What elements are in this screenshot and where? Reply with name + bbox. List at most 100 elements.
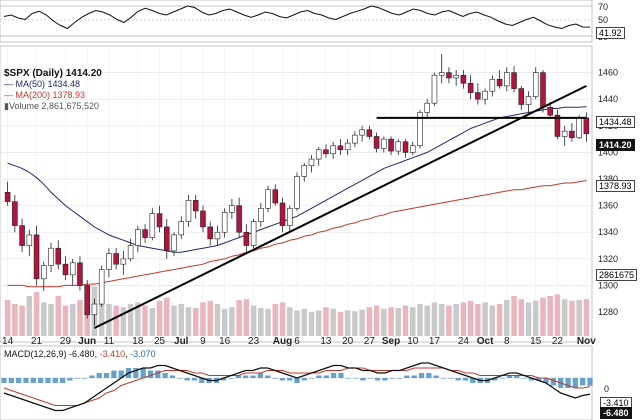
symbol-label: $SPX (Daily) 1414.20 [4, 68, 102, 79]
time-tick-label: 16 [219, 336, 231, 347]
macd-hist-bar [191, 378, 198, 381]
volume-bar [214, 304, 221, 336]
macd-hist-bar [74, 378, 80, 379]
candle-up [98, 269, 105, 305]
macd-hist-bar [338, 373, 344, 378]
time-tick-label: 15 [530, 336, 542, 347]
price-tick-label: 1440 [598, 94, 618, 104]
time-tick-label: 10 [407, 336, 419, 347]
volume-bar [258, 308, 264, 336]
candle-up [409, 145, 416, 153]
price-tick-label: 1300 [598, 280, 618, 290]
candle-down [511, 72, 517, 89]
volume-bar [467, 300, 474, 336]
volume-bar [33, 292, 40, 336]
volume-bar [185, 307, 192, 336]
candle-down [366, 129, 373, 137]
time-tick-label: Oct [477, 336, 494, 347]
rsi-panel: 70 50 30 [0, 0, 608, 43]
candle-up [308, 158, 315, 167]
candle-up [91, 303, 98, 316]
time-tick-label: Nov [577, 336, 596, 347]
macd-hist-bar [38, 378, 44, 383]
candle-up [221, 211, 228, 233]
macd-hist-bar [294, 378, 300, 383]
candle-down [518, 88, 525, 105]
volume-bar [344, 310, 351, 336]
candle-down [200, 210, 206, 228]
volume-bar [446, 305, 452, 336]
time-tick-label: 22 [552, 336, 564, 347]
macd-hist-bar [250, 375, 256, 378]
macd-hist-bar [543, 378, 549, 383]
price-panel: 1460144014201400138013601340132013001280 [0, 45, 618, 343]
candle-up [149, 213, 156, 238]
candle-up [127, 245, 134, 260]
price-tick-label: 1320 [598, 254, 618, 264]
candle-down [192, 200, 199, 212]
macd-hist-bar [140, 368, 146, 378]
macd-hist-bar [528, 378, 534, 381]
macd-hist-bar [89, 375, 95, 378]
volume-bar [62, 305, 69, 336]
candle-up [26, 234, 33, 246]
candle-down [460, 74, 467, 84]
candle-down [475, 92, 481, 100]
candle-down [113, 253, 119, 265]
macd-hist-bar [133, 368, 139, 378]
candle-up [250, 221, 257, 246]
volume-bar [388, 307, 394, 336]
candle-down [467, 82, 474, 93]
macd-hist-bar [81, 378, 88, 379]
price-tick-label: 1340 [598, 227, 618, 237]
rsi-level-50: 50 [598, 15, 608, 25]
macd-signal-value: -3.410 [99, 349, 126, 359]
macd-hist-bar [411, 375, 417, 378]
time-tick-label: Aug [273, 336, 292, 347]
candle-down [77, 262, 83, 286]
volume-bar [402, 305, 409, 336]
ma200-swatch-icon: — [4, 90, 13, 100]
candle-up [489, 78, 496, 92]
candle-down [569, 130, 575, 139]
volume-bar [301, 308, 307, 336]
candle-up [504, 72, 510, 87]
time-tick-label: 20 [342, 336, 354, 347]
time-tick-label: 14 [2, 336, 14, 347]
candle-down [547, 106, 553, 116]
candle-down [583, 117, 590, 135]
macd-hist-bar [279, 378, 285, 381]
volume-bar [381, 308, 387, 336]
macd-hist-bar [111, 370, 117, 378]
candle-up [525, 96, 532, 105]
candle-down [446, 72, 452, 79]
volume-bar [69, 304, 76, 336]
macd-hist-bar [382, 378, 388, 381]
candle-up [532, 72, 539, 97]
macd-hist-bar [499, 378, 505, 379]
time-tick-label: 23 [248, 336, 260, 347]
candle-down [142, 229, 148, 238]
volume-bar [98, 300, 105, 336]
macd-axis-zero: 0 [604, 384, 609, 394]
candle-up [69, 262, 76, 276]
candle-down [19, 225, 25, 246]
candle-down [323, 149, 329, 155]
candlesticks [4, 53, 590, 326]
volume-bar [547, 296, 553, 336]
volume-bar [410, 307, 416, 336]
volume-bar [200, 302, 206, 336]
volume-bar [438, 304, 445, 336]
rsi-value-badge: 41.92 [596, 27, 625, 39]
candle-up [41, 265, 47, 280]
candle-up [135, 229, 141, 246]
candle-up [214, 231, 221, 240]
volume-bar [48, 304, 54, 336]
candle-up [229, 205, 235, 213]
candle-up [424, 102, 430, 113]
macd-hist-bar [353, 378, 359, 379]
macd-hist-bar [177, 378, 183, 379]
volume-bar [576, 300, 582, 336]
volume-bar [518, 299, 525, 336]
candle-up [417, 112, 423, 147]
